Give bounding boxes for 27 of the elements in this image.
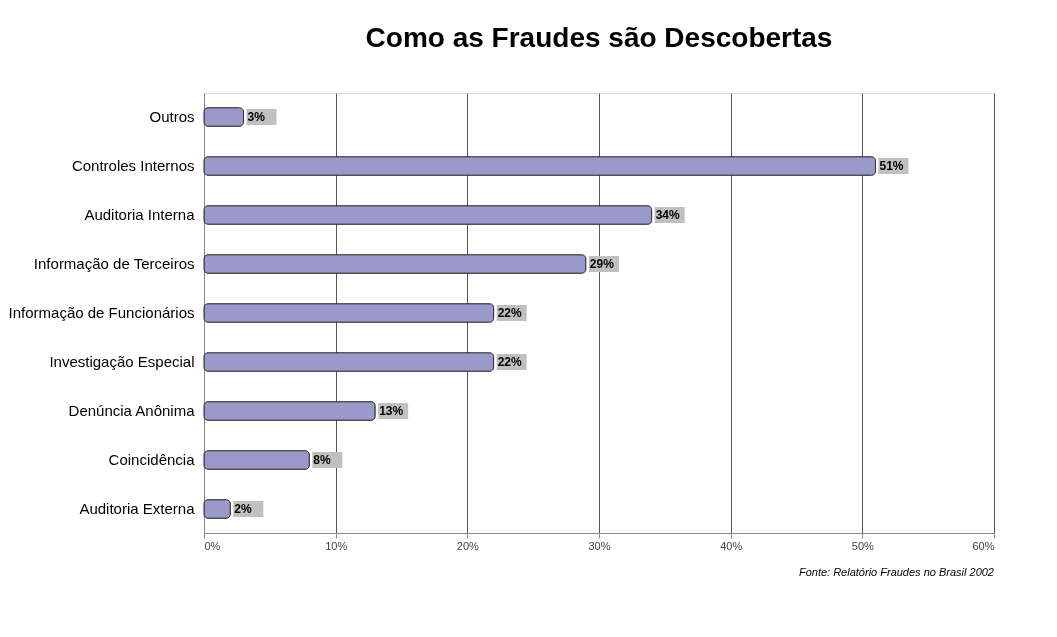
- y-tick-label: Outros: [149, 108, 195, 126]
- y-tick-label: Auditoria Interna: [84, 206, 196, 223]
- y-tick-label: Informação de Funcionários: [8, 304, 195, 321]
- x-tick-label: 10%: [325, 539, 348, 552]
- data-label: 29%: [589, 257, 615, 271]
- data-label: 51%: [879, 159, 904, 174]
- x-tick-label: 0%: [204, 539, 221, 552]
- y-tick-label: Controles Internos: [71, 157, 195, 175]
- data-label: 3%: [247, 110, 266, 125]
- source-note: Fonte: Relatório Fraudes no Brasil 2002: [798, 566, 994, 578]
- data-label: 8%: [313, 452, 332, 467]
- data-label: 34%: [655, 208, 681, 222]
- data-label: 22%: [497, 355, 523, 369]
- y-tick-label: Investigação Especial: [49, 353, 195, 370]
- x-tick-label: 30%: [588, 539, 611, 552]
- data-label: 2%: [234, 501, 253, 516]
- chart-title: Como as Fraudes são Descobertas: [365, 22, 833, 53]
- data-label: 22%: [497, 306, 523, 320]
- x-tick-label: 20%: [456, 539, 480, 552]
- x-tick-label: 40%: [720, 539, 743, 552]
- y-tick-label: Auditoria Externa: [79, 499, 196, 517]
- x-tick-label: 60%: [972, 539, 995, 552]
- data-label: 13%: [379, 404, 404, 418]
- y-tick-label: Denúncia Anônima: [68, 402, 196, 419]
- y-tick-label: Informação de Terceiros: [33, 255, 195, 272]
- y-tick-label: Coincidência: [108, 450, 196, 468]
- x-tick-label: 50%: [851, 539, 875, 552]
